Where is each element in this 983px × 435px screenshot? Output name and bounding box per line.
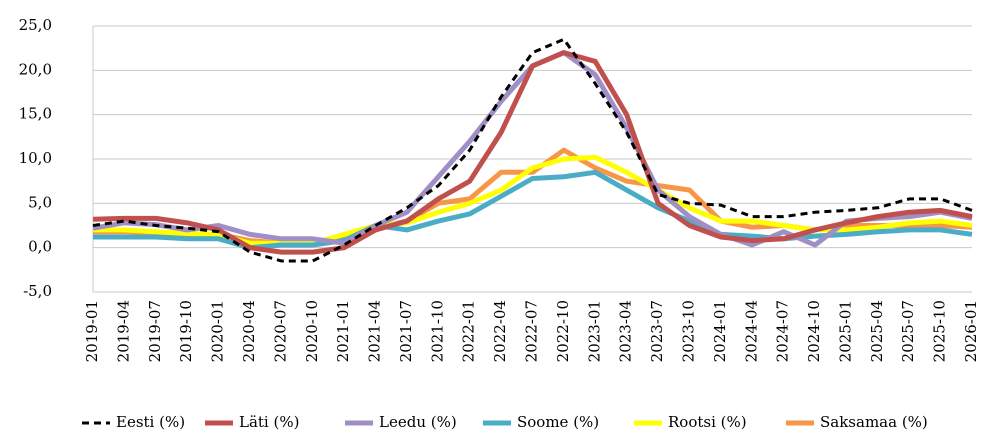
- y-tick-label: 10,0: [19, 149, 52, 167]
- x-tick-label: 2020-07: [271, 300, 289, 362]
- y-tick-label: -5,0: [23, 282, 52, 300]
- x-tick-label: 2023-07: [648, 300, 666, 362]
- x-tick-label: 2020-10: [303, 300, 321, 362]
- x-tick-label: 2023-10: [679, 300, 697, 362]
- x-tick-label: 2025-01: [836, 300, 854, 362]
- series-line: [93, 154, 973, 246]
- legend-label: Läti (%): [239, 413, 299, 431]
- x-tick-label: 2022-01: [460, 300, 478, 362]
- x-tick-label: 2020-01: [209, 300, 227, 362]
- legend-label: Leedu (%): [379, 413, 457, 431]
- x-tick-label: 2023-04: [617, 300, 635, 362]
- x-tick-label: 2021-01: [334, 300, 352, 362]
- x-tick-label: 2024-04: [742, 300, 760, 362]
- legend-label: Rootsi (%): [668, 413, 747, 431]
- x-tick-label: 2019-04: [114, 300, 132, 362]
- x-tick-label: 2019-10: [177, 300, 195, 362]
- x-tick-label: 2024-07: [774, 300, 792, 362]
- x-tick-label: 2024-10: [805, 300, 823, 362]
- x-tick-label: 2019-07: [146, 300, 164, 362]
- legend-label: Eesti (%): [116, 413, 185, 431]
- legend-label: Soome (%): [517, 413, 599, 431]
- x-tick-label: 2020-04: [240, 300, 258, 362]
- x-tick-label: 2025-04: [868, 300, 886, 362]
- x-tick-label: 2025-10: [931, 300, 949, 362]
- x-tick-label: 2021-07: [397, 300, 415, 362]
- x-tick-label: 2026-01: [962, 300, 980, 362]
- x-tick-label: 2025-07: [899, 300, 917, 362]
- y-tick-label: 5,0: [28, 193, 52, 211]
- y-tick-label: 20,0: [19, 60, 52, 78]
- y-tick-label: 15,0: [19, 105, 52, 123]
- x-tick-label: 2024-01: [711, 300, 729, 362]
- legend-label: Saksamaa (%): [820, 413, 928, 431]
- x-tick-label: 2022-07: [523, 300, 541, 362]
- series-line: [92, 50, 973, 255]
- y-tick-label: 25,0: [19, 16, 52, 34]
- x-tick-label: 2022-04: [491, 300, 509, 362]
- x-tick-label: 2021-10: [428, 300, 446, 362]
- x-tick-label: 2022-10: [554, 300, 572, 362]
- series-line: [92, 50, 973, 248]
- y-tick-label: 0,0: [28, 238, 52, 256]
- x-tick-label: 2021-04: [366, 300, 384, 362]
- x-tick-label: 2019-01: [83, 300, 101, 362]
- series-line: [92, 37, 973, 263]
- x-tick-label: 2023-01: [585, 300, 603, 362]
